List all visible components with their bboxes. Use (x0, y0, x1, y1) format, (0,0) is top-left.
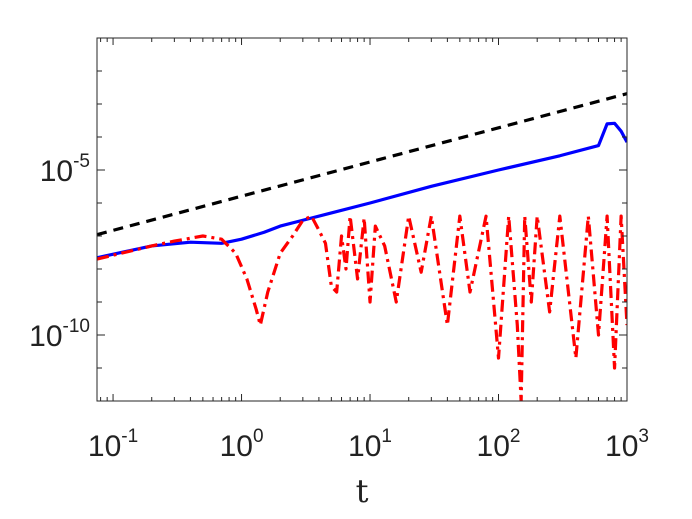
x-tick-label-base: 10 (605, 430, 638, 463)
x-tick-label: 100 (220, 426, 264, 463)
x-tick-label-exp: 0 (253, 426, 264, 447)
x-tick-label-base: 10 (220, 430, 253, 463)
x-tick-label: 10-1 (88, 426, 138, 463)
series-line-2 (97, 214, 627, 401)
x-tick-label-base: 10 (88, 430, 121, 463)
x-tick-label-base: 10 (477, 430, 510, 463)
axes-layer (96, 37, 628, 402)
x-tick-label-exp: 3 (638, 426, 649, 447)
y-tick-label-base: 10 (29, 320, 62, 353)
y-tick-label: 10-5 (40, 151, 90, 188)
plot-area (97, 38, 627, 401)
x-axis-label: t (356, 472, 369, 510)
axes-box (96, 37, 628, 402)
x-tick-label: 102 (477, 426, 521, 463)
x-tick-label: 103 (605, 426, 649, 463)
x-tick-label-base: 10 (348, 430, 381, 463)
series-line-0 (97, 92, 627, 237)
plot-background (97, 38, 627, 401)
x-tick-label: 101 (348, 426, 392, 463)
y-tick-label-base: 10 (40, 155, 73, 188)
y-tick-label-exp: -5 (73, 151, 90, 172)
series-layer (97, 92, 627, 401)
series-line-1 (97, 121, 627, 260)
x-tick-label-exp: 2 (510, 426, 521, 447)
y-tick-label: 10-10 (29, 316, 90, 353)
x-tick-label-exp: -1 (121, 426, 138, 447)
x-tick-label-exp: 1 (381, 426, 392, 447)
y-tick-label-exp: -10 (63, 316, 90, 337)
